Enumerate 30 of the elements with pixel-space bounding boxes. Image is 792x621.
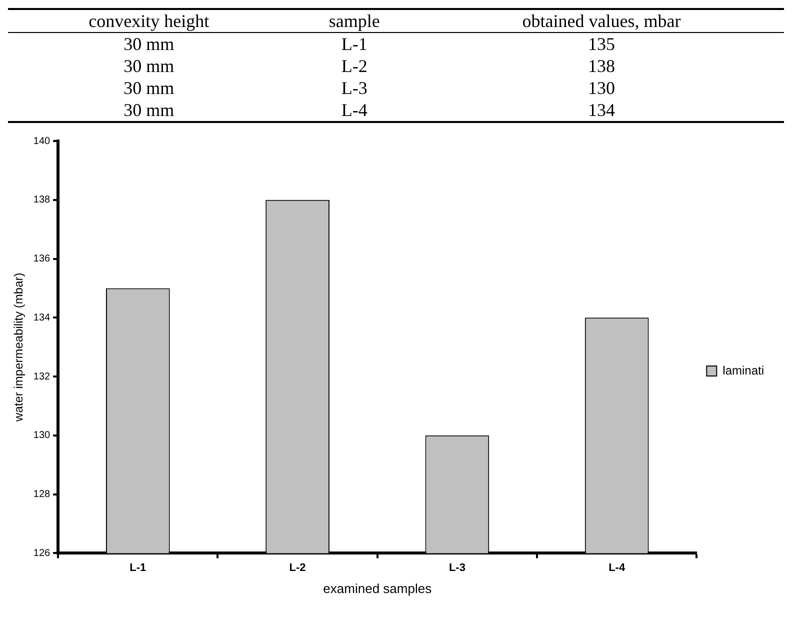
text: L-3 [340, 77, 368, 99]
y-tick-label: 136 [33, 254, 51, 265]
text: 130 [587, 77, 616, 99]
text: L-1 [340, 33, 368, 55]
text: 30 mm [122, 33, 176, 55]
x-tick-label: L-2 [289, 562, 306, 574]
y-tick-label: 130 [33, 430, 51, 442]
y-tick-label: 140 [33, 136, 51, 147]
y-tick-label: 134 [33, 312, 51, 324]
text: 135 [587, 33, 616, 55]
x-tick-label: L-1 [130, 562, 146, 574]
y-axis-title: water impermeability (mbar) [12, 272, 26, 422]
text: 138 [587, 55, 616, 77]
y-tick-label: 138 [33, 194, 51, 206]
text: L-4 [340, 99, 368, 122]
y-tick-label: 126 [33, 548, 51, 559]
y-tick-label: 132 [33, 371, 51, 382]
text: convexity height [88, 10, 210, 32]
x-tick-label: L-3 [448, 562, 466, 574]
x-tick-label: L-4 [608, 562, 626, 574]
text: sample [328, 10, 381, 32]
text: 30 mm [122, 99, 176, 122]
text: 30 mm [122, 77, 176, 99]
text: 30 mm [122, 55, 176, 77]
text: obtained values, mbar [521, 10, 682, 32]
y-tick-label: 128 [33, 489, 51, 500]
legend-label: laminati [722, 363, 764, 378]
text: L-2 [340, 55, 368, 77]
text: 134 [587, 99, 616, 122]
x-axis-title: examined samples [323, 580, 432, 596]
